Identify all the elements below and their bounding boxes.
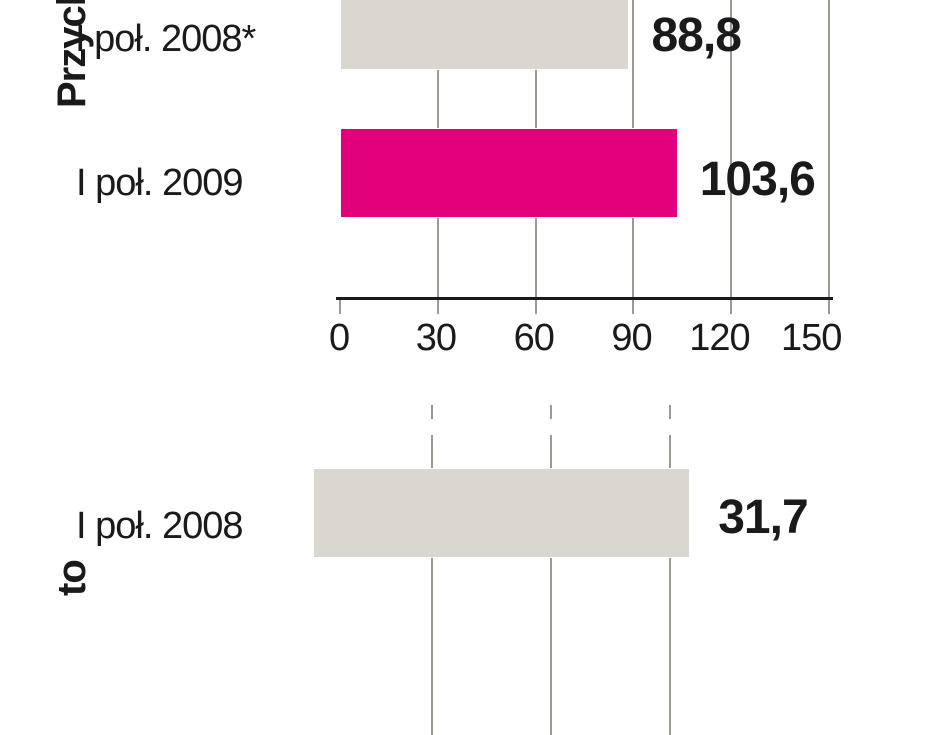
chart1-ticklabel: 0 [329,317,349,360]
chart2-top-tickmark [431,405,433,419]
chart1-ticklabel: 120 [689,317,749,360]
chart1-bar-0 [340,0,629,70]
chart1-cat-1: I poł. 2009 [76,162,242,205]
chart2-bar-0 [313,468,690,558]
chart1-tickmark [632,300,634,314]
chart1-ticklabel: 150 [781,317,841,360]
chart1-val-1: 103,6 [700,152,815,207]
chart1-val-0: 88,8 [651,8,740,63]
chart1-tickmark [339,300,341,314]
chart1-ticklabel: 60 [514,317,554,360]
chart1-tickmark [535,300,537,314]
chart2-val-0: 31,7 [718,490,807,545]
chart1-bar-1 [340,128,678,218]
chart2-cat-0: I poł. 2008 [76,505,242,548]
chart1-baseline [336,297,833,300]
chart1-tickmark [437,300,439,314]
chart1-ticklabel: 90 [611,317,651,360]
chart1-tickmark [828,300,830,314]
chart2-top-tickmark [669,405,671,419]
page-root: Przycho 0306090120150 I poł. 2008* I poł… [0,0,948,593]
chart2-top-tickmark [550,405,552,419]
chart1-cat-0: I poł. 2008* [75,18,255,61]
chart1-ticklabel: 30 [416,317,456,360]
chart1-tickmark [730,300,732,314]
chart1-gridline [828,0,830,297]
chart2-ylabel: to [50,560,95,596]
